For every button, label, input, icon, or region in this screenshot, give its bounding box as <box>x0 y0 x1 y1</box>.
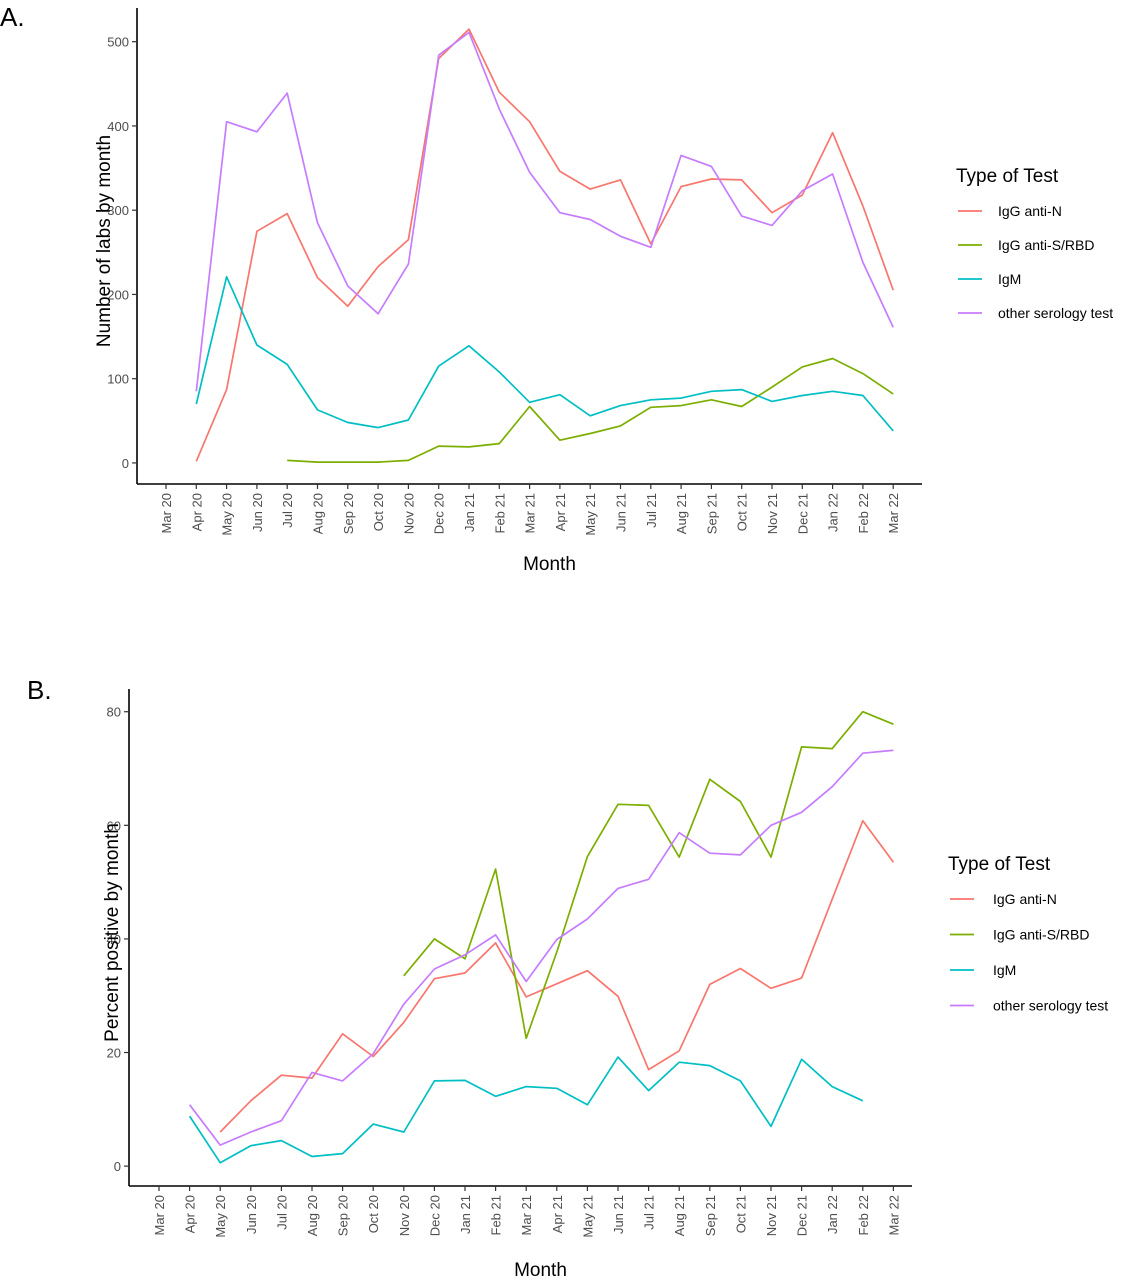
chart-b-x-tick-label: Jan 22 <box>825 1195 840 1234</box>
chart-b-series-line-igg-anti-s-rbd <box>403 710 894 1040</box>
chart-a-x-tick-label: Jul 20 <box>280 493 295 528</box>
chart-b-x-tick-label: Sep 20 <box>336 1195 351 1236</box>
chart-a-x-tick-label: Jan 21 <box>462 493 477 532</box>
chart-a-y-tick-label: 100 <box>107 372 129 387</box>
chart-a-y-tick-label: 0 <box>122 456 129 471</box>
chart-b-x-tick-label: Feb 21 <box>489 1195 504 1235</box>
panel-b-label: B. <box>27 675 52 705</box>
chart-b-legend-label-igm: IgM <box>993 962 1016 978</box>
chart-a-x-tick-label: Jun 21 <box>614 493 629 532</box>
chart-a-x-tick-label: Feb 22 <box>856 493 871 533</box>
chart-b-legend-label-other-serology-test: other serology test <box>993 998 1108 1014</box>
chart-a-y-tick-label: 500 <box>107 35 129 50</box>
chart-b-x-tick-label: Feb 22 <box>856 1195 871 1235</box>
chart-b-x-tick-label: Apr 20 <box>183 1195 198 1233</box>
chart-a-x-tick-label: Aug 20 <box>311 493 326 534</box>
chart-a-x-tick-label: Nov 20 <box>401 493 416 534</box>
chart-a: 0 100 200 300 400 500 Mar 20 Apr 20 May 20 Jun 20… <box>94 8 1113 575</box>
chart-b-x-tick-label: May 21 <box>580 1195 595 1238</box>
chart-b-x-tick-label: Apr 21 <box>550 1195 565 1233</box>
chart-b-series-line-other-serology-test <box>188 749 894 1146</box>
chart-a-legend-label-igm: IgM <box>998 271 1021 287</box>
chart-b-x-tick-label: Mar 20 <box>152 1195 167 1235</box>
chart-b-legend-label-igg-anti-s-rbd: IgG anti-S/RBD <box>993 927 1089 943</box>
chart-a-x-tick-label: Mar 21 <box>523 493 538 533</box>
chart-a-y-tick-label: 400 <box>107 119 129 134</box>
chart-b-x-tick-label: Oct 21 <box>733 1195 748 1233</box>
chart-b-x-tick-label: Nov 20 <box>397 1195 412 1236</box>
chart-a-y-tick-label: 200 <box>107 287 129 302</box>
chart-b-x-tick-label: Jul 21 <box>642 1195 657 1230</box>
chart-b-x-tick-label: Jun 20 <box>244 1195 259 1234</box>
chart-b-x-tick-label: Dec 21 <box>795 1195 810 1236</box>
chart-a-x-tick-label: Apr 20 <box>189 493 204 531</box>
chart-b-x-tick-label: Mar 22 <box>886 1195 901 1235</box>
chart-a-x-tick-label: Mar 20 <box>159 493 174 533</box>
chart-b-legend-label-igg-anti-n: IgG anti-N <box>993 891 1057 907</box>
chart-a-x-tick-label: May 20 <box>220 493 235 536</box>
chart-b-x-tick-label: Jan 21 <box>458 1195 473 1234</box>
chart-a-legend-label-other-serology-test: other serology test <box>998 305 1113 321</box>
chart-b: 0 20 40 60 80 Mar 20 Apr 20 May 20 Jun 20 Jul 20 A… <box>102 689 1108 1280</box>
chart-b-y-tick-label: 60 <box>107 818 121 833</box>
panel-a-label: A. <box>0 2 25 32</box>
chart-a-x-axis-title: Month <box>523 554 576 575</box>
chart-a-legend-label-igg-anti-n: IgG anti-N <box>998 203 1062 219</box>
chart-b-series-line-igg-anti-n <box>219 819 895 1133</box>
chart-a-series-line-igg-anti-s-rbd <box>287 357 894 463</box>
chart-a-x-tick-label: Sep 20 <box>341 493 356 534</box>
chart-a-x-tick-label: Dec 20 <box>432 493 447 534</box>
chart-a-y-axis-title: Number of labs by month <box>94 135 115 347</box>
chart-b-x-tick-label: Aug 20 <box>305 1195 320 1236</box>
chart-b-series-line-igm <box>188 1056 864 1164</box>
chart-a-y-tick-label: 300 <box>107 203 129 218</box>
chart-b-x-tick-label: Sep 21 <box>703 1195 718 1236</box>
chart-a-x-tick-label: Jun 20 <box>250 493 265 532</box>
chart-a-x-tick-label: Mar 22 <box>886 493 901 533</box>
chart-b-x-tick-label: Jun 21 <box>611 1195 626 1234</box>
chart-b-y-tick-label: 20 <box>107 1046 121 1061</box>
chart-a-x-tick-label: May 21 <box>583 493 598 536</box>
chart-a-x-tick-label: Sep 21 <box>704 493 719 534</box>
chart-a-x-tick-label: Oct 21 <box>735 493 750 531</box>
chart-a-series-line-igg-anti-n <box>195 28 894 462</box>
chart-b-x-tick-label: May 20 <box>213 1195 228 1238</box>
chart-a-x-tick-label: Feb 21 <box>492 493 507 533</box>
chart-b-y-axis-title: Percent positive by month <box>102 823 123 1042</box>
chart-b-x-tick-label: Mar 21 <box>519 1195 534 1235</box>
chart-a-series-line-igm <box>195 275 894 432</box>
chart-b-legend-title: Type of Test <box>948 854 1051 875</box>
chart-b-y-tick-label: 40 <box>107 932 121 947</box>
chart-a-x-tick-label: Aug 21 <box>674 493 689 534</box>
chart-b-x-tick-label: Aug 21 <box>672 1195 687 1236</box>
chart-b-x-tick-label: Oct 20 <box>366 1195 381 1233</box>
chart-b-y-tick-label: 0 <box>114 1159 121 1174</box>
chart-a-x-tick-label: Oct 20 <box>371 493 386 531</box>
chart-b-x-tick-label: Dec 20 <box>427 1195 442 1236</box>
chart-a-x-tick-label: Jan 22 <box>826 493 841 532</box>
chart-b-x-tick-label: Nov 21 <box>764 1195 779 1236</box>
chart-a-x-tick-label: Dec 21 <box>795 493 810 534</box>
chart-a-x-tick-label: Jul 21 <box>644 493 659 528</box>
chart-b-x-axis-title: Month <box>514 1260 567 1280</box>
chart-b-x-tick-label: Jul 20 <box>274 1195 289 1230</box>
chart-a-x-tick-label: Nov 21 <box>765 493 780 534</box>
chart-a-legend-title: Type of Test <box>956 166 1059 187</box>
chart-a-series-line-other-serology-test <box>195 31 894 392</box>
chart-a-legend-label-igg-anti-s-rbd: IgG anti-S/RBD <box>998 237 1094 253</box>
chart-a-x-tick-label: Apr 21 <box>553 493 568 531</box>
chart-b-y-tick-label: 80 <box>107 705 121 720</box>
